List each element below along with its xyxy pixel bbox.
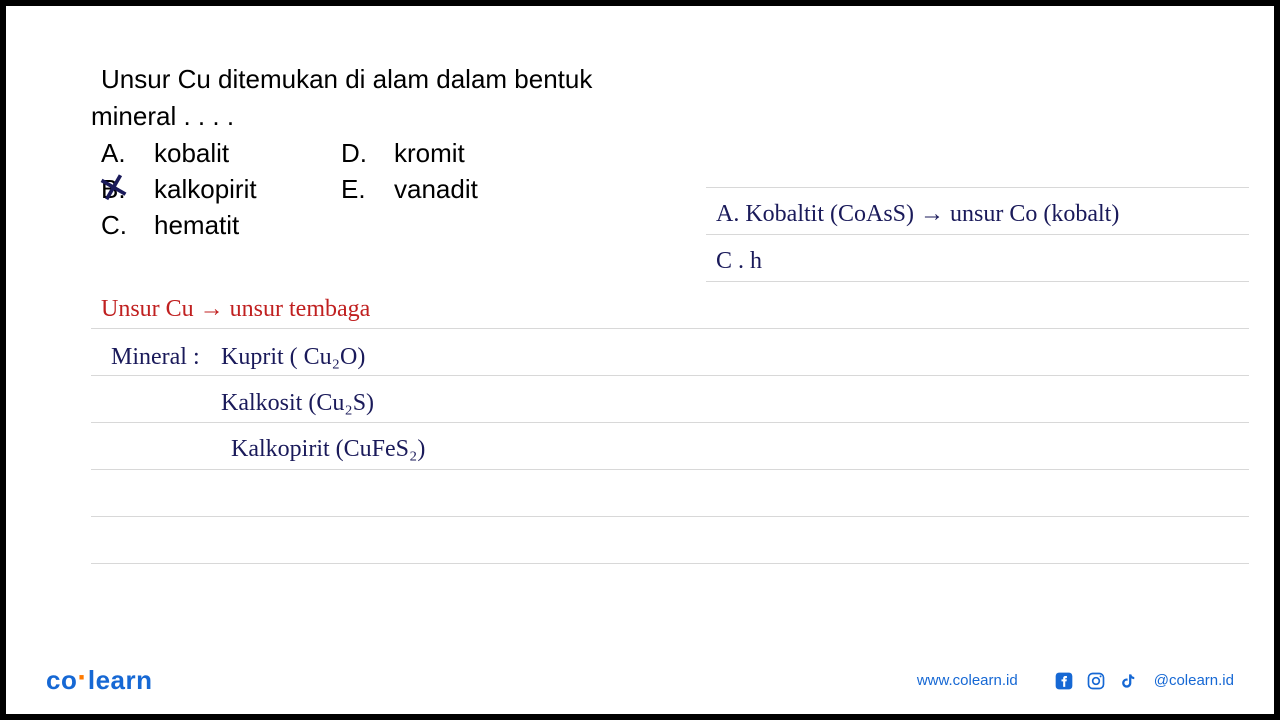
- option-b-text: kalkopirit: [154, 174, 257, 205]
- ruled-line: [91, 516, 1249, 517]
- social-handle: @colearn.id: [1154, 672, 1234, 689]
- instagram-icon[interactable]: [1086, 671, 1106, 691]
- option-d-label: D.: [341, 138, 367, 169]
- ruled-line: [91, 375, 1249, 376]
- option-e-text: vanadit: [394, 174, 478, 205]
- option-d-text: kromit: [394, 138, 465, 169]
- ruled-line: [91, 328, 1249, 329]
- footer-right: www.colearn.id @colearn.id: [917, 671, 1234, 691]
- option-c-text: hematit: [154, 210, 239, 241]
- logo-dot: ·: [77, 661, 88, 694]
- annotation-mineral3: Kalkopirit (CuFeS₂): [231, 436, 425, 463]
- ruled-line: [706, 187, 1249, 188]
- question-line2: mineral . . . .: [91, 101, 234, 132]
- option-b-label: B.: [101, 174, 126, 205]
- option-a-text: kobalit: [154, 138, 229, 169]
- page-content: Unsur Cu ditemukan di alam dalam bentuk …: [6, 6, 1274, 714]
- annotation-mineral2: Kalkosit (Cu₂S): [221, 390, 374, 417]
- logo-co: co: [46, 665, 77, 695]
- ruled-line: [706, 234, 1249, 235]
- option-c-label: C.: [101, 210, 127, 241]
- facebook-icon[interactable]: [1054, 671, 1074, 691]
- question-line1: Unsur Cu ditemukan di alam dalam bentuk: [101, 64, 592, 95]
- annotation-minerals-label: Mineral :: [111, 344, 200, 371]
- ruled-line: [91, 469, 1249, 470]
- ruled-line: [706, 281, 1249, 282]
- website-link[interactable]: www.colearn.id: [917, 672, 1018, 689]
- annotation-mineral1: Kuprit ( Cu₂O): [221, 344, 365, 371]
- annotation-right-c: C . h: [716, 248, 762, 275]
- logo-learn: learn: [88, 665, 153, 695]
- option-e-label: E.: [341, 174, 366, 205]
- footer: co·learn www.colearn.id @colearn.id: [6, 665, 1274, 696]
- tiktok-icon[interactable]: [1118, 671, 1138, 691]
- ruled-line: [91, 422, 1249, 423]
- logo: co·learn: [46, 665, 153, 696]
- annotation-right-a: A. Kobaltit (CoAsS) → unsur Co (kobalt): [716, 201, 1119, 228]
- ruled-line: [91, 563, 1249, 564]
- option-a-label: A.: [101, 138, 126, 169]
- annotation-red-title: Unsur Cu → unsur tembaga: [101, 296, 370, 323]
